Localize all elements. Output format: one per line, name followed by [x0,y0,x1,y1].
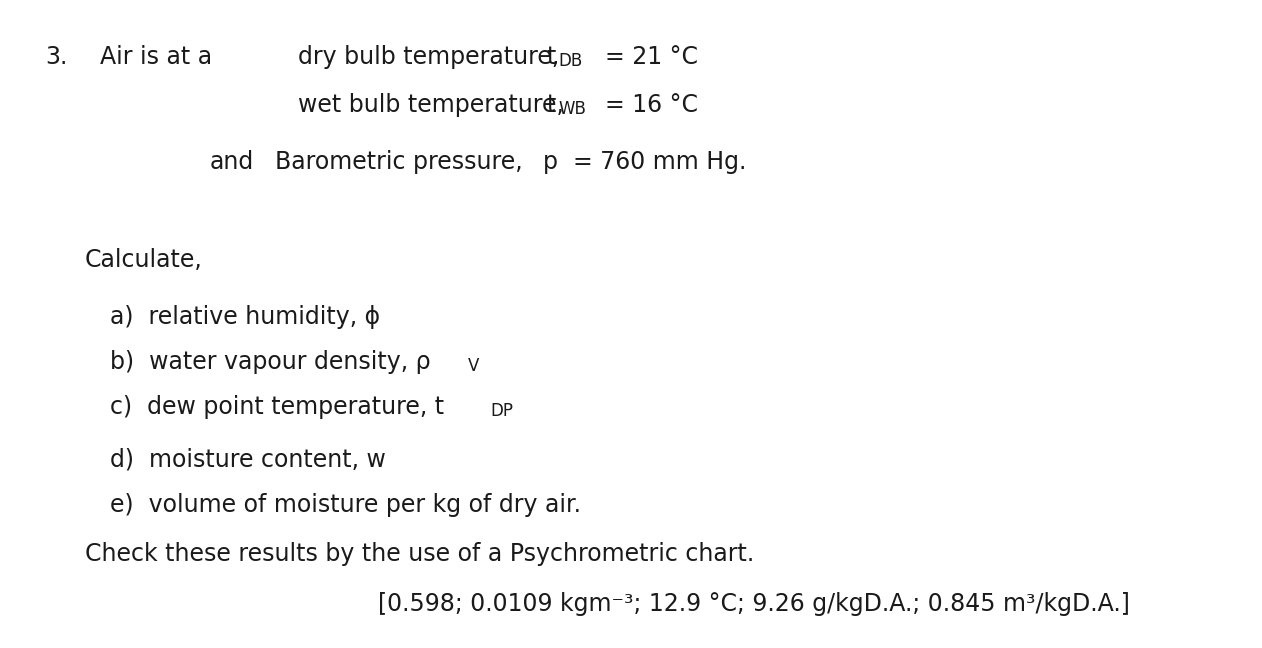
Text: Calculate,: Calculate, [85,248,203,272]
Text: t: t [546,93,555,117]
Text: d)  moisture content, w: d) moisture content, w [110,448,386,472]
Text: V: V [468,357,480,375]
Text: DB: DB [558,52,582,70]
Text: and: and [209,150,254,174]
Text: = 16 °C: = 16 °C [604,93,698,117]
Text: Air is at a: Air is at a [100,45,212,69]
Text: WB: WB [558,100,586,118]
Text: = 21 °C: = 21 °C [604,45,698,69]
Text: b)  water vapour density, ρ: b) water vapour density, ρ [110,350,430,374]
Text: e)  volume of moisture per kg of dry air.: e) volume of moisture per kg of dry air. [110,493,581,517]
Text: Barometric pressure,: Barometric pressure, [275,150,522,174]
Text: Check these results by the use of a Psychrometric chart.: Check these results by the use of a Psyc… [85,542,755,566]
Text: c)  dew point temperature, t: c) dew point temperature, t [110,395,444,419]
Text: a)  relative humidity, ϕ: a) relative humidity, ϕ [110,305,380,329]
Text: DP: DP [490,402,512,420]
Text: wet bulb temperature,: wet bulb temperature, [298,93,564,117]
Text: dry bulb temperature,: dry bulb temperature, [298,45,559,69]
Text: t: t [546,45,555,69]
Text: [0.598; 0.0109 kgm⁻³; 12.9 °C; 9.26 g/kgD.A.; 0.845 m³/kgD.A.]: [0.598; 0.0109 kgm⁻³; 12.9 °C; 9.26 g/kg… [379,592,1129,616]
Text: p  = 760 mm Hg.: p = 760 mm Hg. [543,150,746,174]
Text: 3.: 3. [45,45,67,69]
